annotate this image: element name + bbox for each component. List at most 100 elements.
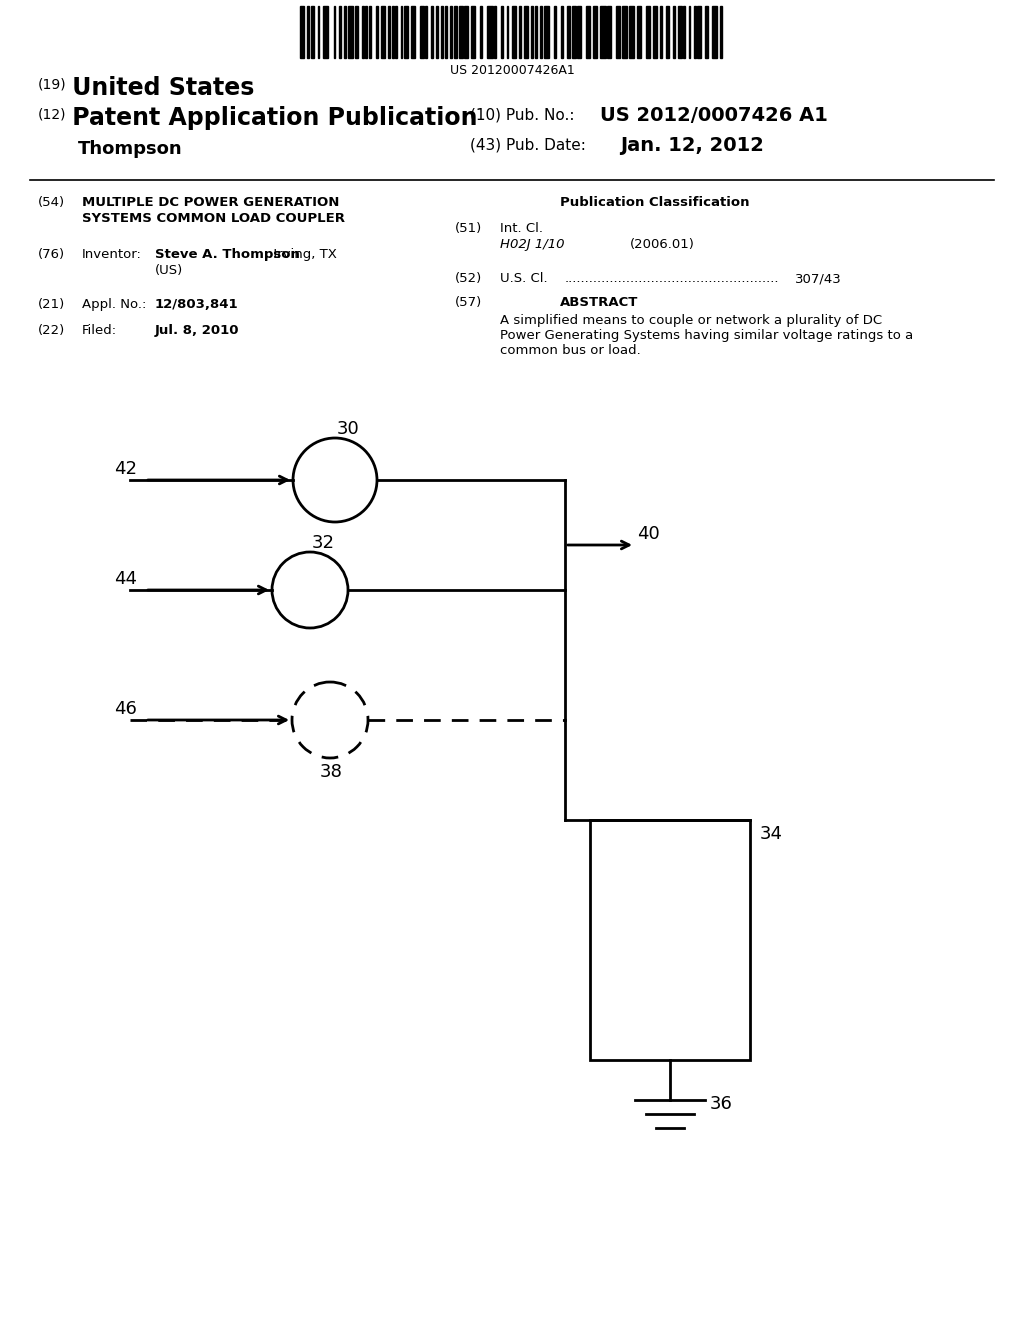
- Bar: [502, 7, 503, 58]
- Text: United States: United States: [63, 77, 254, 100]
- Text: Int. Cl.: Int. Cl.: [500, 222, 543, 235]
- Bar: [464, 7, 468, 58]
- Bar: [366, 7, 368, 58]
- Bar: [683, 7, 685, 58]
- Bar: [420, 7, 424, 58]
- Text: (2006.01): (2006.01): [630, 238, 695, 251]
- Bar: [629, 7, 634, 58]
- Text: (76): (76): [38, 248, 66, 261]
- Text: H02J 1/10: H02J 1/10: [500, 238, 564, 251]
- Bar: [495, 7, 496, 58]
- Text: Inventor:: Inventor:: [82, 248, 142, 261]
- Text: Steve A. Thompson: Steve A. Thompson: [155, 248, 300, 261]
- Text: A simplified means to couple or network a plurality of DC
Power Generating Syste: A simplified means to couple or network …: [500, 314, 913, 356]
- Text: U.S. Cl.: U.S. Cl.: [500, 272, 552, 285]
- Bar: [637, 7, 641, 58]
- Bar: [436, 7, 438, 58]
- Bar: [459, 7, 463, 58]
- Text: Jan. 12, 2012: Jan. 12, 2012: [620, 136, 764, 154]
- Text: US 2012/0007426 A1: US 2012/0007426 A1: [600, 106, 827, 125]
- Bar: [593, 7, 597, 58]
- Bar: [471, 7, 475, 58]
- Bar: [578, 7, 581, 58]
- Bar: [404, 7, 408, 58]
- Text: US 20120007426A1: US 20120007426A1: [450, 63, 574, 77]
- Bar: [694, 7, 695, 58]
- Bar: [572, 7, 575, 58]
- Bar: [344, 7, 346, 58]
- Bar: [381, 7, 385, 58]
- Bar: [300, 7, 303, 58]
- Bar: [451, 7, 452, 58]
- Bar: [646, 7, 650, 58]
- Bar: [334, 7, 335, 58]
- Bar: [512, 7, 515, 58]
- Text: (10) Pub. No.:: (10) Pub. No.:: [470, 108, 574, 123]
- Bar: [697, 7, 701, 58]
- Bar: [535, 7, 537, 58]
- Bar: [600, 7, 605, 58]
- Bar: [660, 7, 663, 58]
- Bar: [444, 7, 446, 58]
- Text: Thompson: Thompson: [78, 140, 182, 158]
- Text: Filed:: Filed:: [82, 323, 117, 337]
- Text: Patent Application Publication: Patent Application Publication: [63, 106, 477, 129]
- Text: (22): (22): [38, 323, 66, 337]
- Bar: [622, 7, 627, 58]
- Bar: [653, 7, 656, 58]
- Text: 12/803,841: 12/803,841: [155, 298, 239, 312]
- Bar: [590, 820, 750, 1060]
- Text: SYSTEMS COMMON LOAD COUPLER: SYSTEMS COMMON LOAD COUPLER: [82, 213, 345, 224]
- Bar: [586, 7, 590, 58]
- Text: ABSTRACT: ABSTRACT: [560, 296, 638, 309]
- Bar: [376, 7, 378, 58]
- Bar: [507, 7, 509, 58]
- Text: 36: 36: [710, 1096, 733, 1113]
- Bar: [441, 7, 443, 58]
- Bar: [566, 7, 570, 58]
- Text: , Irving, TX: , Irving, TX: [265, 248, 337, 261]
- Bar: [554, 7, 556, 58]
- Bar: [480, 7, 482, 58]
- Bar: [361, 7, 364, 58]
- Text: MULTIPLE DC POWER GENERATION: MULTIPLE DC POWER GENERATION: [82, 195, 339, 209]
- Text: Jul. 8, 2010: Jul. 8, 2010: [155, 323, 240, 337]
- Bar: [544, 7, 549, 58]
- Bar: [519, 7, 521, 58]
- Bar: [689, 7, 690, 58]
- Text: 307/43: 307/43: [795, 272, 842, 285]
- Bar: [721, 7, 722, 58]
- Bar: [339, 7, 341, 58]
- Text: 34: 34: [760, 825, 783, 843]
- Text: (12): (12): [38, 108, 67, 121]
- Bar: [369, 7, 371, 58]
- Bar: [616, 7, 620, 58]
- Bar: [524, 7, 528, 58]
- Text: Publication Classification: Publication Classification: [560, 195, 750, 209]
- Bar: [323, 7, 329, 58]
- Bar: [607, 7, 611, 58]
- Text: ....................................................: ........................................…: [565, 272, 779, 285]
- Text: 46: 46: [114, 700, 137, 718]
- Text: Appl. No.:: Appl. No.:: [82, 298, 146, 312]
- Bar: [666, 7, 670, 58]
- Bar: [317, 7, 319, 58]
- Bar: [392, 7, 393, 58]
- Text: (57): (57): [455, 296, 482, 309]
- Bar: [561, 7, 563, 58]
- Bar: [705, 7, 709, 58]
- Text: 40: 40: [637, 525, 659, 543]
- Bar: [388, 7, 390, 58]
- Text: (52): (52): [455, 272, 482, 285]
- Text: (21): (21): [38, 298, 66, 312]
- Text: 32: 32: [312, 535, 335, 552]
- Bar: [531, 7, 534, 58]
- Bar: [395, 7, 397, 58]
- Bar: [431, 7, 432, 58]
- Text: (54): (54): [38, 195, 66, 209]
- Text: 44: 44: [114, 570, 137, 587]
- Bar: [487, 7, 493, 58]
- Bar: [354, 7, 358, 58]
- Bar: [678, 7, 682, 58]
- Bar: [348, 7, 353, 58]
